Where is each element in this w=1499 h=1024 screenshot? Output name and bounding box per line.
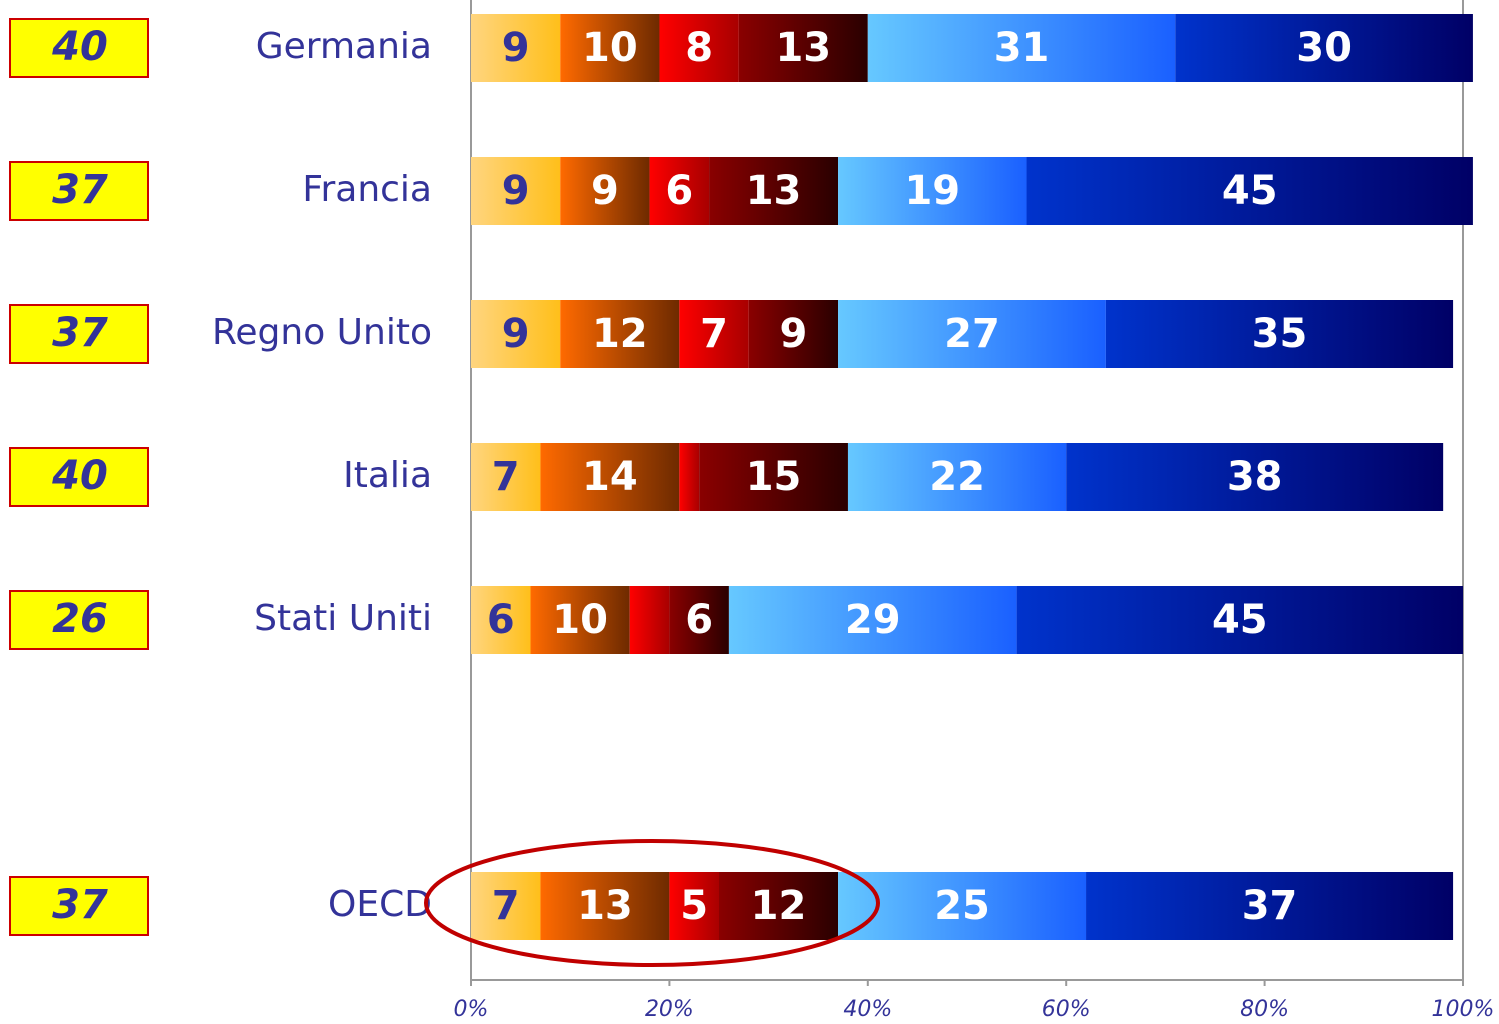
data-label: 30 [1296, 25, 1352, 71]
bar-segment [540, 872, 670, 940]
bar-segment [560, 157, 650, 225]
bar-segment [709, 157, 839, 225]
category-label: Regno Unito [212, 312, 432, 353]
total-box [9, 18, 149, 78]
x-tick-label: 20% [645, 997, 694, 1022]
bar-segment [1175, 14, 1473, 82]
bar-segment [471, 300, 561, 368]
data-label: 29 [845, 597, 901, 643]
category-label: OECD [328, 884, 432, 925]
data-label: 13 [775, 25, 831, 71]
data-label: 7 [492, 883, 520, 929]
bar-segment [649, 157, 710, 225]
data-label: 22 [929, 454, 985, 500]
data-label: 12 [751, 883, 807, 929]
total-value: 37 [52, 310, 108, 356]
bar-segment [1066, 443, 1444, 511]
bar-segment [847, 443, 1067, 511]
total-box [9, 447, 149, 507]
category-label: Germania [256, 26, 432, 67]
bar-segment [540, 443, 680, 511]
x-tick-label: 80% [1240, 997, 1289, 1022]
data-label: 10 [582, 25, 638, 71]
bar-segment [719, 872, 839, 940]
data-label: 37 [1242, 883, 1298, 929]
data-label: 14 [582, 454, 638, 500]
bar-segment [748, 300, 839, 368]
total-box [9, 304, 149, 364]
category-label: Italia [343, 455, 432, 496]
bar-segment [1105, 300, 1454, 368]
bar-segment [679, 300, 749, 368]
bar-segment [669, 586, 729, 654]
x-tick-label: 40% [843, 997, 892, 1022]
bar-segment [1086, 872, 1454, 940]
bar-segment [471, 586, 531, 654]
bar-segment [560, 300, 680, 368]
bar-segment [1026, 157, 1473, 225]
data-label: 9 [502, 25, 530, 71]
data-label: 13 [746, 168, 802, 214]
bar-segment [471, 157, 561, 225]
data-label: 6 [665, 168, 693, 214]
data-label: 19 [904, 168, 960, 214]
x-tick-label: 100% [1432, 997, 1495, 1022]
total-value: 37 [52, 167, 108, 213]
data-label: 25 [934, 883, 990, 929]
bar-segment [838, 157, 1027, 225]
data-label: 13 [577, 883, 633, 929]
bar-segment [560, 14, 660, 82]
total-value: 40 [51, 453, 108, 499]
data-label: 38 [1227, 454, 1283, 500]
bar-segment [629, 586, 670, 654]
highlight-ellipse [424, 839, 880, 967]
data-label: 45 [1212, 597, 1268, 643]
total-value: 37 [52, 882, 108, 928]
x-tick-label: 60% [1042, 997, 1091, 1022]
category-label: Francia [302, 169, 432, 210]
bar-segment [838, 300, 1106, 368]
bar-segment [471, 443, 541, 511]
data-label: 27 [944, 311, 1000, 357]
data-label: 31 [994, 25, 1050, 71]
total-box [9, 161, 149, 221]
data-label: 9 [502, 168, 530, 214]
bar-segment [728, 586, 1017, 654]
data-label: 9 [502, 311, 530, 357]
bar-segment [471, 14, 561, 82]
total-box [9, 876, 149, 936]
bar-segment [659, 14, 739, 82]
data-label: 10 [552, 597, 608, 643]
data-label: 7 [700, 311, 728, 357]
bar-segment [530, 586, 630, 654]
data-label: 12 [592, 311, 648, 357]
bar-segment [669, 872, 719, 940]
data-label: 45 [1222, 168, 1278, 214]
total-box [9, 590, 149, 650]
data-label: 9 [779, 311, 807, 357]
bar-segment [1016, 586, 1463, 654]
bar-segment [738, 14, 868, 82]
data-label: 9 [591, 168, 619, 214]
bar-segment [867, 14, 1176, 82]
data-label: 6 [487, 597, 515, 643]
bar-segment [699, 443, 848, 511]
data-label: 5 [680, 883, 708, 929]
category-label: Stati Uniti [254, 598, 432, 639]
data-label: 15 [746, 454, 802, 500]
bar-segment [679, 443, 700, 511]
bar-segment [471, 872, 541, 940]
data-label: 35 [1252, 311, 1308, 357]
data-label: 8 [685, 25, 713, 71]
x-tick-label: 0% [454, 997, 489, 1022]
data-label: 7 [492, 454, 520, 500]
total-value: 26 [52, 596, 108, 642]
data-label: 6 [685, 597, 713, 643]
total-value: 40 [51, 24, 108, 70]
